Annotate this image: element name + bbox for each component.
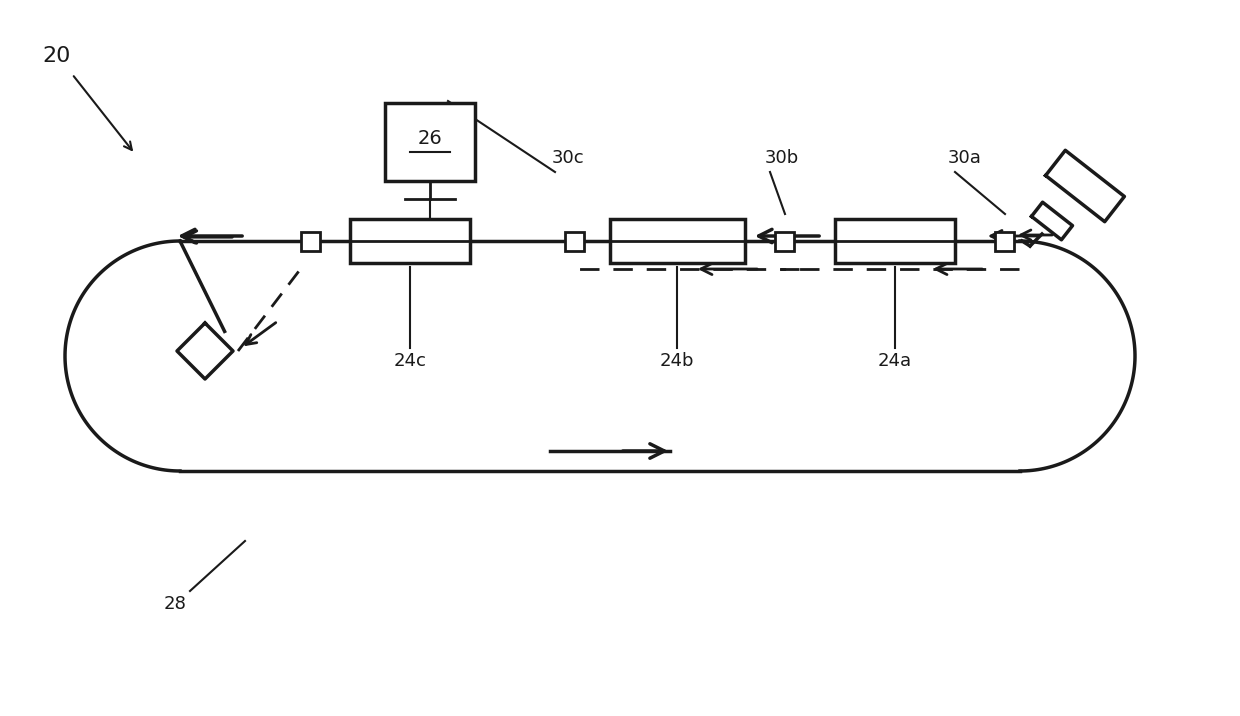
Bar (835, 219, 955, 263)
Text: 24b: 24b (660, 352, 694, 370)
Bar (384, 103, 475, 181)
Text: 24a: 24a (878, 352, 913, 370)
Text: 24c: 24c (393, 352, 427, 370)
Text: 28: 28 (164, 595, 186, 613)
Bar (610, 219, 745, 263)
Text: 20: 20 (42, 46, 71, 66)
Bar (350, 219, 470, 263)
Bar (996, 231, 1014, 251)
Bar (775, 231, 795, 251)
Bar (300, 231, 320, 251)
Bar (565, 231, 584, 251)
Text: 30b: 30b (765, 149, 799, 167)
Text: 30c: 30c (552, 149, 584, 167)
Text: 30a: 30a (949, 149, 982, 167)
Text: 26: 26 (418, 128, 443, 147)
